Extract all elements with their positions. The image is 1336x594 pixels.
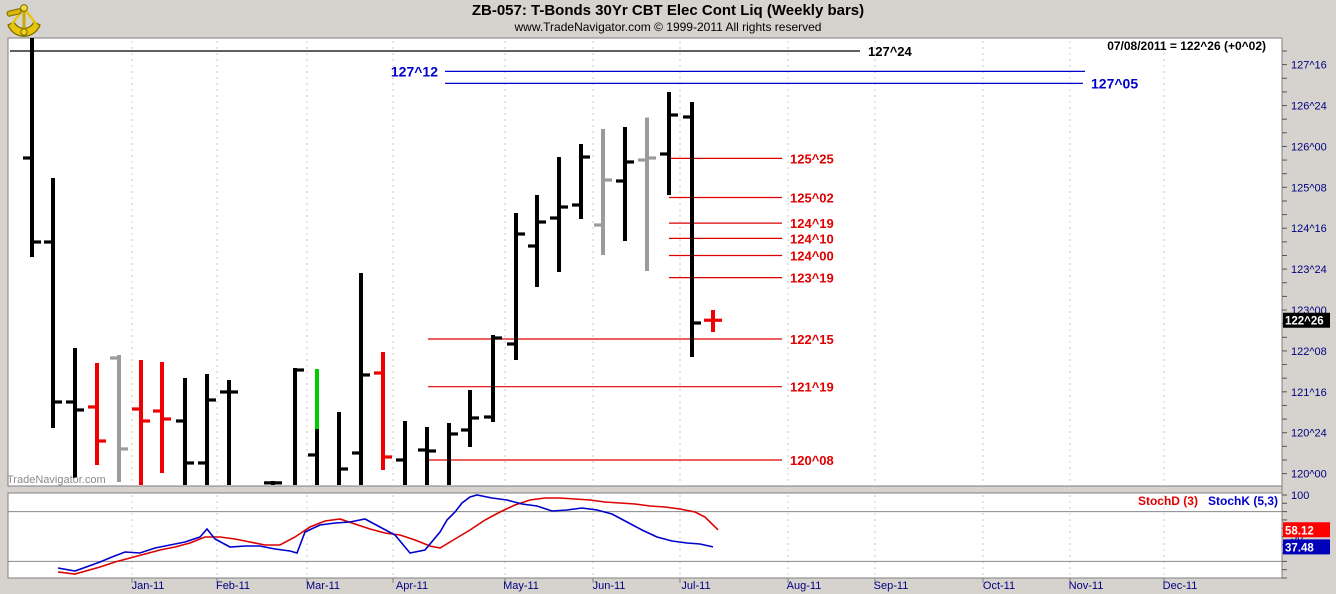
y-axis-label: 126^24 [1291,101,1327,113]
level-label-127^12: 127^12 [391,63,438,79]
y-axis-label: 123^24 [1291,264,1327,276]
chart-header: ZB-057: T-Bonds 30Yr CBT Elec Cont Liq (… [0,0,1336,38]
y-axis-label: 124^16 [1291,223,1327,235]
y-axis-label: 120^24 [1291,428,1327,440]
chart-subtitle: www.TradeNavigator.com © 1999-2011 All r… [514,20,822,34]
month-label: Jun-11 [593,580,626,592]
month-label: May-11 [503,580,539,592]
level-label-123^19: 123^19 [790,271,834,286]
month-label: Aug-11 [787,580,822,592]
y-axis-label: 127^16 [1291,60,1327,72]
stochk-legend-label: StochK (5,3) [1207,494,1278,508]
watermark-text: TradeNavigator.com [7,474,106,486]
current-price-badge-text: 122^26 [1285,316,1324,328]
y-axis-label: 125^08 [1291,182,1327,194]
stochd-value-badge [1283,522,1330,538]
level-label-124^10: 124^10 [790,231,834,246]
level-label-127^24: 127^24 [868,44,913,59]
stochk-value-badge-text: 37.48 [1285,542,1314,554]
month-label: Jul-11 [681,580,710,592]
stochd-value-badge-text: 58.12 [1285,525,1314,537]
month-label: Nov-11 [1069,580,1104,592]
stoch-legend: StochD (3) StochK (5,3) [1138,494,1278,508]
y-axis-label: 122^08 [1291,346,1327,358]
right-axis-strip [1282,0,1336,594]
month-label: Oct-11 [983,580,1015,592]
level-label-125^02: 125^02 [790,191,834,206]
level-label-125^25: 125^25 [790,151,834,166]
y-axis-label: 120^00 [1291,469,1327,481]
level-label-122^15: 122^15 [790,332,834,347]
stochd-legend-label: StochD (3) [1137,494,1198,508]
month-label: Mar-11 [306,580,340,592]
quote-info: 07/08/2011 = 122^26 (+0^02) [1107,39,1266,53]
month-label: Apr-11 [396,580,428,592]
level-label-127^05: 127^05 [1091,75,1138,91]
level-label-121^19: 121^19 [790,380,834,395]
y-axis-label: 121^16 [1291,387,1327,399]
month-label: Sep-11 [874,580,909,592]
month-label: Feb-11 [216,580,250,592]
stoch-axis-label-100: 100 [1291,490,1309,502]
month-label: Dec-11 [1163,580,1198,592]
stochk-value-badge [1283,539,1330,555]
chart-title: ZB-057: T-Bonds 30Yr CBT Elec Cont Liq (… [471,2,865,19]
level-label-124^00: 124^00 [790,249,834,264]
level-label-120^08: 120^08 [790,453,834,468]
current-price-badge [1283,312,1330,328]
month-label: Jan-11 [132,580,165,592]
stochk-line [57,494,714,572]
y-axis-label: 126^00 [1291,141,1327,153]
tradenavigator-logo-icon [3,1,45,41]
stochd-line [57,497,719,575]
level-label-124^19: 124^19 [790,216,834,231]
